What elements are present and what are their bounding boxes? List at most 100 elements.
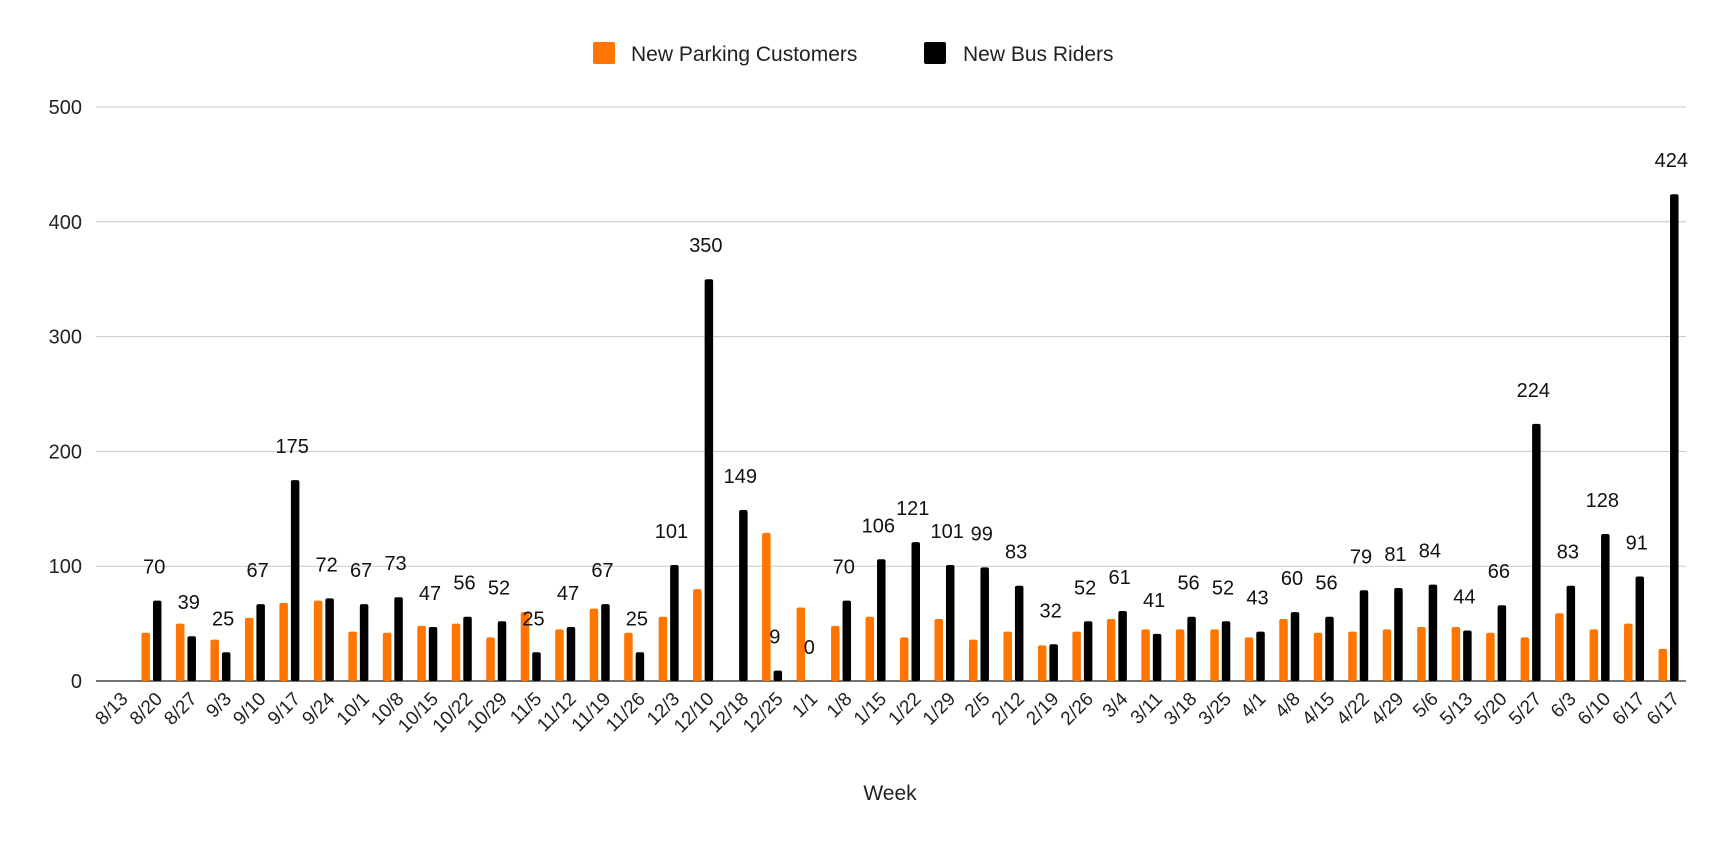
x-tick-label: 8/20 (126, 689, 167, 730)
bar-parking-37 (1382, 629, 1392, 681)
bar-parking-2 (175, 623, 185, 681)
x-tick-label: 1/29 (919, 689, 960, 730)
data-label-bus-13: 47 (557, 583, 579, 605)
bar-parking-28 (1072, 631, 1081, 681)
data-label-bus-6: 72 (315, 554, 337, 576)
data-label-bus-4: 67 (247, 560, 269, 582)
bar-parking-8 (382, 632, 392, 681)
data-label-bus-19: 9 (769, 627, 780, 649)
bar-parking-5 (279, 602, 288, 681)
bar-parking-20 (796, 607, 806, 681)
x-tick-label: 3/4 (1099, 688, 1133, 722)
x-tick-label: 10/1 (333, 689, 374, 730)
data-label-bus-28: 52 (1074, 577, 1096, 599)
bar-parking-27 (1037, 645, 1047, 681)
bar-bus-4 (256, 604, 265, 681)
data-label-bus-11: 52 (488, 577, 510, 599)
data-label-bus-35: 56 (1315, 573, 1337, 595)
bar-bus-15 (635, 652, 645, 681)
x-tick-label: 4/1 (1237, 689, 1271, 723)
bar-parking-31 (1175, 629, 1185, 681)
data-label-bus-8: 73 (384, 553, 406, 575)
x-tick-label: 2/26 (1057, 689, 1098, 730)
data-label-bus-33: 43 (1246, 588, 1268, 610)
gridlines (96, 106, 1686, 682)
data-label-bus-39: 44 (1453, 586, 1475, 608)
bar-parking-24 (934, 619, 943, 681)
bar-parking-44 (1624, 623, 1633, 681)
bar-bus-1 (152, 600, 162, 681)
x-tick-label: 3/11 (1127, 689, 1167, 729)
data-label-bus-34: 60 (1281, 568, 1303, 590)
bar-parking-12 (520, 612, 530, 681)
legend-swatch-bus (924, 42, 946, 64)
data-label-bus-26: 83 (1005, 542, 1027, 564)
x-tick-label: 2/12 (988, 689, 1029, 730)
bar-bus-33 (1256, 631, 1265, 681)
x-tick-label: 9/24 (298, 688, 339, 729)
bar-bus-7 (359, 604, 369, 681)
bar-bus-38 (1428, 584, 1438, 681)
x-tick-label: 1/1 (789, 689, 823, 723)
data-label-bus-41: 224 (1517, 380, 1550, 402)
x-tick-label: 6/17 (1609, 689, 1650, 730)
bar-bus-24 (945, 565, 955, 681)
bar-bus-16 (670, 565, 679, 681)
data-label-bus-16: 101 (655, 521, 688, 543)
bar-parking-41 (1520, 637, 1530, 681)
bar-bus-43 (1601, 534, 1610, 681)
data-label-bus-23: 121 (896, 498, 929, 520)
bar-parking-6 (313, 600, 323, 681)
bars (141, 194, 1679, 682)
bar-bus-2 (187, 636, 196, 681)
x-tick-label: 6/10 (1574, 689, 1615, 730)
bar-parking-26 (1003, 631, 1012, 681)
x-tick-label: 9/10 (229, 689, 270, 730)
bar-bus-9 (428, 627, 438, 681)
data-label-bus-10: 56 (453, 573, 475, 595)
data-label-bus-45: 424 (1655, 150, 1688, 172)
bar-bus-8 (394, 597, 403, 681)
bar-bus-45 (1670, 194, 1679, 682)
bar-bus-18 (739, 509, 748, 681)
bar-parking-10 (451, 623, 461, 681)
bar-bus-3 (221, 652, 231, 681)
legend-label-parking: New Parking Customers (631, 43, 857, 66)
data-label-bus-42: 83 (1557, 542, 1579, 564)
data-label-bus-18: 149 (724, 466, 757, 488)
bar-parking-19 (762, 532, 771, 681)
data-label-bus-25: 99 (971, 523, 993, 545)
bar-parking-11 (486, 637, 495, 681)
data-label-bus-2: 39 (178, 592, 200, 614)
bar-bus-25 (980, 567, 989, 681)
bar-parking-32 (1210, 629, 1219, 681)
bar-parking-36 (1348, 631, 1357, 681)
x-tick-label: 11/19 (568, 689, 615, 736)
bar-bus-22 (877, 559, 886, 681)
data-label-bus-22: 106 (862, 515, 895, 537)
x-tick-label: 9/17 (264, 689, 305, 730)
bar-bus-37 (1394, 588, 1403, 681)
bar-parking-15 (624, 632, 633, 681)
x-axis-title: Week (863, 782, 917, 805)
x-axis-ticks: 8/138/208/27 9/39/109/179/2410/110/810/15… (92, 688, 1685, 737)
bar-bus-13 (566, 627, 576, 681)
bar-bus-35 (1325, 616, 1334, 681)
bar-parking-23 (900, 637, 909, 681)
data-label-bus-1: 70 (143, 557, 165, 579)
bar-bus-34 (1290, 612, 1300, 681)
x-tick-label: 4/15 (1298, 689, 1339, 730)
bar-parking-16 (658, 616, 668, 681)
bar-bus-5 (290, 480, 300, 681)
data-label-bus-44: 91 (1626, 533, 1648, 555)
x-tick-label: 3/18 (1160, 689, 1201, 730)
data-label-bus-20: 0 (804, 637, 815, 659)
x-tick-label: 10/29 (463, 689, 511, 737)
y-tick-label: 300 (49, 327, 82, 349)
x-tick-label: 4/22 (1333, 689, 1374, 730)
bar-parking-3 (210, 639, 219, 681)
data-label-bus-17: 350 (689, 235, 722, 257)
x-tick-label: 4/29 (1367, 689, 1408, 730)
data-label-bus-32: 52 (1212, 577, 1234, 599)
bar-parking-14 (589, 608, 599, 681)
